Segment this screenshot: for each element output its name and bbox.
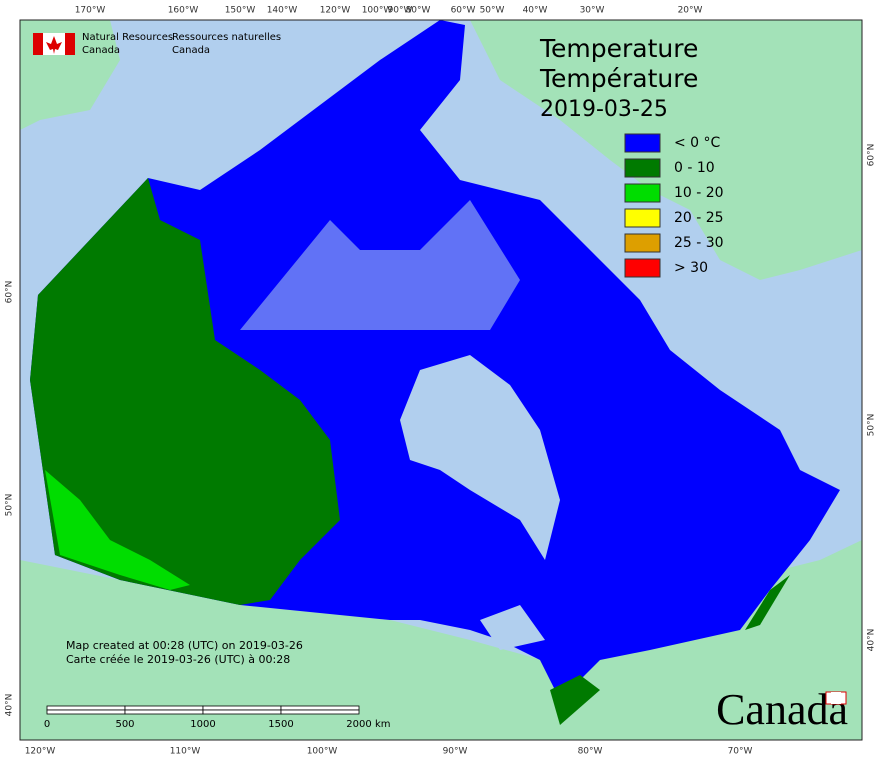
- flag-bar: [65, 33, 75, 55]
- longitude-label: 40°W: [523, 6, 548, 16]
- longitude-label: 100°W: [362, 6, 393, 16]
- legend-label: < 0 °C: [674, 135, 721, 151]
- scale-segment: [280, 709, 360, 715]
- latitude-label: 40°N: [867, 629, 877, 652]
- agency-fr: Ressources naturelles: [172, 32, 281, 43]
- longitude-label: 80°W: [578, 747, 603, 757]
- latitude-label: 50°N: [5, 494, 15, 517]
- longitude-label: 50°W: [480, 6, 505, 16]
- longitude-label: 140°W: [267, 6, 298, 16]
- scale-label: 2000: [346, 719, 371, 730]
- longitude-label: 90°W: [388, 6, 413, 16]
- legend-swatch: [624, 233, 661, 253]
- arctic-channels: [240, 200, 520, 330]
- longitude-label: 70°W: [728, 747, 753, 757]
- longitude-label: 120°W: [320, 6, 351, 16]
- longitude-label: 150°W: [225, 6, 256, 16]
- longitude-label: 170°W: [75, 6, 106, 16]
- legend-label: 0 - 10: [674, 160, 715, 176]
- scale-segment: [46, 709, 126, 715]
- maple-leaf: [46, 36, 62, 54]
- title-fr: Température: [539, 64, 698, 93]
- greenland: [470, 20, 862, 280]
- latitude-label: 40°N: [5, 694, 15, 717]
- note-fr: Carte créée le 2019-03-26 (UTC) à 00:28: [66, 653, 290, 666]
- wordmark-flag-center: [831, 692, 841, 704]
- scale-segment: [280, 705, 360, 711]
- agency-en: Natural Resources: [82, 32, 173, 43]
- flag-bar: [33, 33, 43, 55]
- title-en: Temperature: [539, 34, 698, 63]
- legend-label: 25 - 30: [674, 235, 724, 251]
- hudson-bay: [400, 355, 560, 560]
- agency-en: Canada: [82, 45, 120, 56]
- longitude-label: 120°W: [25, 747, 56, 757]
- scale-segment: [124, 709, 204, 715]
- longitude-label: 30°W: [580, 6, 605, 16]
- scale-segment: [202, 705, 282, 711]
- longitude-label: 60°W: [451, 6, 476, 16]
- scale-label: 1500: [268, 719, 293, 730]
- scale-segment: [46, 705, 126, 711]
- longitude-label: 90°W: [443, 747, 468, 757]
- canada-zero-to-ten: [30, 178, 340, 605]
- usa: [20, 540, 862, 740]
- legend-swatch: [624, 208, 661, 228]
- latitude-label: 50°N: [867, 414, 877, 437]
- title-date: 2019-03-25: [540, 97, 668, 122]
- nova-scotia: [745, 575, 790, 630]
- legend-swatch: [624, 258, 661, 278]
- latitude-label: 60°N: [867, 144, 877, 167]
- great-lakes: [480, 605, 545, 650]
- longitude-label: 20°W: [678, 6, 703, 16]
- legend-label: 20 - 25: [674, 210, 724, 226]
- agency-fr: Canada: [172, 45, 210, 56]
- scale-unit: km: [375, 719, 391, 730]
- scale-label: 1000: [190, 719, 215, 730]
- frame: [19, 19, 863, 741]
- southern-ontario: [550, 675, 600, 725]
- scale-label: 500: [115, 719, 134, 730]
- canada-ten-to-twenty: [45, 470, 190, 590]
- longitude-label: 100°W: [307, 747, 338, 757]
- legend-label: > 30: [674, 260, 708, 276]
- longitude-label: 110°W: [170, 747, 201, 757]
- longitude-label: 160°W: [168, 6, 199, 16]
- legend-label: 10 - 20: [674, 185, 724, 201]
- legend-swatch: [624, 158, 661, 178]
- note-en: Map created at 00:28 (UTC) on 2019-03-26: [66, 639, 303, 652]
- scale-label: 0: [44, 719, 50, 730]
- longitude-label: 80°W: [406, 6, 431, 16]
- legend-swatch: [624, 133, 661, 153]
- legend-swatch: [624, 183, 661, 203]
- latitude-label: 60°N: [5, 281, 15, 304]
- scale-segment: [202, 709, 282, 715]
- scale-segment: [124, 705, 204, 711]
